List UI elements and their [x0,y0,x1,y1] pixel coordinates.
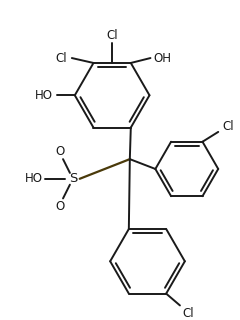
Text: Cl: Cl [182,307,194,320]
Text: O: O [55,145,65,158]
Text: HO: HO [35,89,53,102]
Text: OH: OH [153,52,171,65]
Text: HO: HO [24,172,42,185]
Text: Cl: Cl [222,119,234,132]
Text: O: O [55,200,65,213]
Text: Cl: Cl [106,29,118,42]
Text: S: S [69,172,77,185]
Text: Cl: Cl [55,52,67,65]
